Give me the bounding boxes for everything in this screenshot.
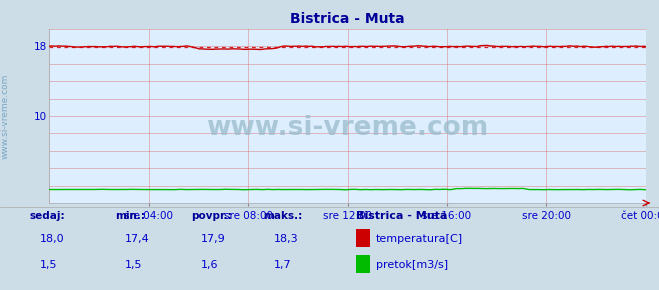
Text: povpr.:: povpr.: <box>191 211 232 221</box>
Text: 1,5: 1,5 <box>125 260 143 270</box>
Text: 18,3: 18,3 <box>273 234 298 244</box>
Text: Bistrica - Muta: Bistrica - Muta <box>356 211 447 221</box>
Text: www.si-vreme.com: www.si-vreme.com <box>206 115 489 141</box>
Title: Bistrica - Muta: Bistrica - Muta <box>291 12 405 26</box>
Text: 18,0: 18,0 <box>40 234 64 244</box>
Text: 1,7: 1,7 <box>273 260 291 270</box>
Text: min.:: min.: <box>115 211 146 221</box>
Text: www.si-vreme.com: www.si-vreme.com <box>1 73 10 159</box>
Text: 1,6: 1,6 <box>201 260 219 270</box>
Text: 17,4: 17,4 <box>125 234 150 244</box>
Text: sedaj:: sedaj: <box>30 211 65 221</box>
Text: 17,9: 17,9 <box>201 234 226 244</box>
Text: 1,5: 1,5 <box>40 260 57 270</box>
Text: maks.:: maks.: <box>264 211 303 221</box>
Text: temperatura[C]: temperatura[C] <box>376 234 463 244</box>
Text: pretok[m3/s]: pretok[m3/s] <box>376 260 447 270</box>
